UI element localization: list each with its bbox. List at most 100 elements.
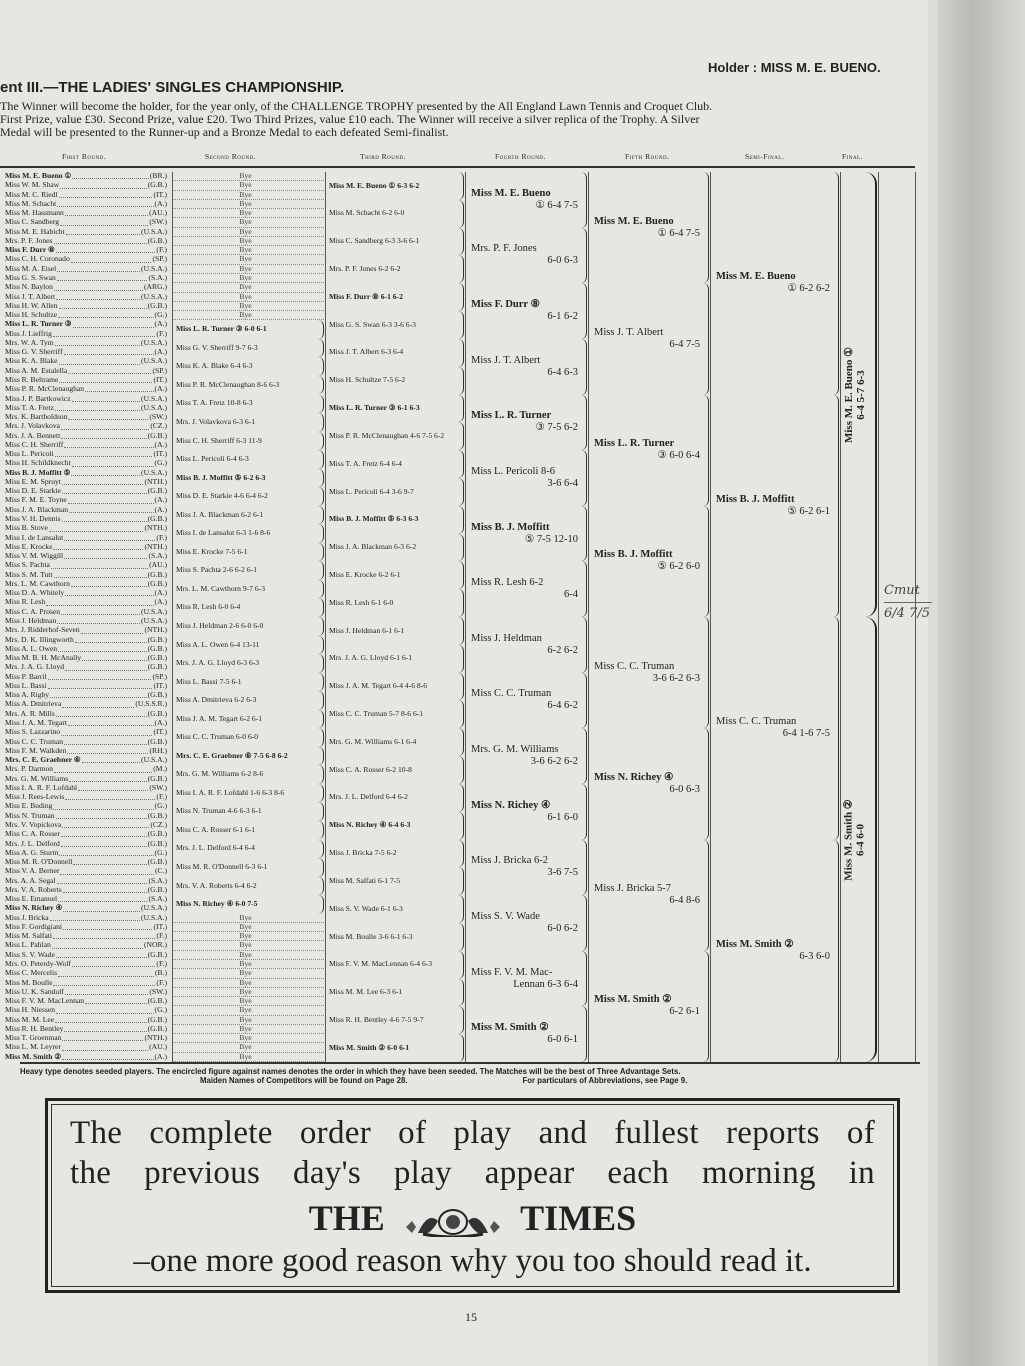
fifth-round-entry: Miss L. R. Turner ③ 6-0 6-4 bbox=[589, 394, 709, 506]
player-country: (G.B.) bbox=[147, 431, 167, 440]
leader-dots bbox=[58, 969, 154, 977]
page-edge bbox=[938, 0, 1025, 1366]
player-country: (SP.) bbox=[152, 672, 167, 681]
holder-line: Holder : MISS M. E. BUENO. bbox=[708, 60, 881, 75]
player-name: Miss H. Niessen bbox=[5, 1006, 55, 1015]
first-round-entry: Miss F. M. E. Toyne (A.) bbox=[1, 496, 171, 505]
bye-label: Bye bbox=[239, 960, 252, 969]
leader-dots bbox=[85, 997, 147, 1005]
first-round-entry: Mrs. J. A. Bennett (G.B.) bbox=[1, 432, 171, 441]
bye-label: Bye bbox=[239, 978, 252, 987]
first-round-entry: Miss I. A. R. F. Lofdahl (SW.) bbox=[1, 784, 171, 793]
player-name: Miss M. R. O'Donnell bbox=[5, 858, 73, 867]
result-text: Miss D. E. Starkie 4-6 6-4 6-2 bbox=[176, 491, 268, 501]
first-round-entry: Miss R. H. Bentley (G.B.) bbox=[1, 1025, 171, 1034]
leader-dots bbox=[59, 376, 153, 384]
first-round-entry: Miss H. Schultze (G.) bbox=[1, 311, 171, 320]
player-country: (NTH.) bbox=[144, 542, 167, 551]
leader-dots bbox=[51, 941, 143, 949]
leader-dots bbox=[60, 218, 149, 226]
round-column bbox=[325, 172, 466, 1062]
player-country: (U.S.A.) bbox=[141, 607, 167, 616]
winner-name: Mrs. P. F. Jones bbox=[471, 243, 537, 255]
player-country: (NTH.) bbox=[144, 626, 167, 635]
winner-name: Miss C. C. Truman bbox=[594, 660, 675, 672]
fourth-round-entry: Miss L. R. Turner ③ 7-5 6-2 bbox=[466, 394, 587, 451]
round-headings: First Round. Second Round. Third Round. … bbox=[0, 152, 915, 164]
player-name: Miss B. Stove bbox=[5, 524, 48, 533]
heading-semi-final: Semi-Final. bbox=[745, 152, 785, 161]
leader-dots bbox=[65, 228, 141, 235]
bye-entry: Bye bbox=[173, 246, 324, 256]
bye-entry: Bye bbox=[173, 181, 324, 191]
player-name: Miss N. Baylon bbox=[5, 283, 53, 292]
player-name: Miss A. Dmitrieva bbox=[5, 700, 62, 709]
bye-entry: Bye bbox=[173, 311, 324, 321]
result-text: Miss M. M. Lee 6-3 6-1 bbox=[329, 987, 403, 997]
result-text: Miss J. A. Blackman 6-2 6-1 bbox=[176, 509, 264, 519]
player-name: Miss G. V. Sherriff bbox=[5, 348, 63, 357]
winner-name: Miss J. T. Albert bbox=[471, 354, 541, 366]
bye-label: Bye bbox=[239, 273, 252, 282]
result-block: Miss J. Bricka 5-7 6-4 8-6 bbox=[594, 883, 700, 907]
leader-dots bbox=[55, 812, 147, 819]
leader-dots bbox=[64, 209, 149, 217]
player-country: (A.) bbox=[154, 1052, 167, 1061]
result-text: Miss R. Lesh 6-0 6-4 bbox=[176, 602, 241, 612]
result-text: Miss E. Krocke 6-2 6-1 bbox=[329, 569, 401, 579]
result-block: Miss J. T. Albert 6-4 6-3 bbox=[471, 355, 578, 379]
result-text: Mrs. J. A. G. Lloyd 6-3 6-3 bbox=[176, 658, 260, 668]
result-text: Miss L. R. Turner ③ 6-1 6-3 bbox=[329, 403, 420, 413]
third-round-entry: Miss B. J. Moffitt ⑤ 6-3 6-3 bbox=[326, 505, 464, 534]
first-round-entry: Miss A. Dmitrieva (U.S.S.R.) bbox=[1, 700, 171, 709]
bye-entry: Bye bbox=[173, 237, 324, 247]
third-round-entry: Miss M. M. Lee 6-3 6-1 bbox=[326, 978, 464, 1007]
first-round-entry: Miss H. Schildknecht (G.) bbox=[1, 459, 171, 468]
result-block: Miss M. Smith ② 6-2 6-1 bbox=[594, 994, 700, 1018]
match-score: ③ 6-0 6-4 bbox=[657, 450, 700, 462]
match-score: ⑤ 6-2 6-1 bbox=[787, 505, 830, 517]
first-round-entry: Mrs. J. A. G. Lloyd (G.B.) bbox=[1, 663, 171, 672]
first-round-entry: Mrs. L. M. Cawthorn (G.B.) bbox=[1, 580, 171, 589]
first-round-entry: Miss G. V. Sherriff (A.) bbox=[1, 348, 171, 357]
first-round-entry: Miss C. C. Truman (G.B.) bbox=[1, 738, 171, 747]
bye-label: Bye bbox=[239, 283, 252, 292]
leader-dots bbox=[64, 441, 154, 449]
player-name: Miss P. Barril bbox=[5, 672, 47, 681]
result-text: Miss P. R. McClenaughan 8-6 6-3 bbox=[176, 379, 280, 389]
description-line: Medal will be presented to the Runner-up… bbox=[0, 125, 449, 139]
player-name: Miss M. A. Eisel bbox=[5, 264, 57, 273]
first-round-entry: Miss K. A. Blake (U.S.A.) bbox=[1, 357, 171, 366]
third-round-entry: Mrs. G. M. Williams 6-1 6-4 bbox=[326, 728, 464, 757]
match-score: 6-4 bbox=[564, 589, 578, 601]
player-name: Miss M. E. Habicht bbox=[5, 227, 65, 236]
player-name: Miss S. M. Tutt bbox=[5, 570, 53, 579]
match-score: 6-0 6-2 bbox=[547, 922, 578, 934]
result-text: Miss M. E. Bueno ① 6-3 6-2 bbox=[329, 180, 420, 190]
first-round-entry: Miss J. Heldman (U.S.A.) bbox=[1, 617, 171, 626]
player-country: (NTH.) bbox=[144, 477, 167, 486]
first-round-entry: Mrs. A. R. Mills (G.B.) bbox=[1, 710, 171, 719]
semi-final-entry: Miss B. J. Moffitt ⑤ 6-2 6-1 bbox=[711, 394, 839, 617]
winner-name: Miss F. V. M. Mac- bbox=[471, 966, 553, 978]
result-text: Miss J. A. M. Tegart 6-4 4-6 8-6 bbox=[329, 681, 428, 691]
first-round-entry: Miss P. R. McClenaughan (A.) bbox=[1, 385, 171, 394]
bye-entry: Bye bbox=[173, 932, 324, 942]
first-round-entry: Mrs. O. Peterdy-Wolf (F.) bbox=[1, 960, 171, 969]
first-round-entry: Miss H. Niessen (G.) bbox=[1, 1006, 171, 1015]
leader-dots bbox=[70, 580, 147, 588]
winner-name: Miss B. J. Moffitt bbox=[594, 549, 673, 561]
result-text: Miss T. A. Fretz 10-8 6-3 bbox=[176, 398, 253, 408]
leader-dots bbox=[53, 979, 156, 986]
match-score: 6-3 6-0 bbox=[799, 950, 830, 962]
bye-entry: Bye bbox=[173, 218, 324, 228]
player-country: (A.) bbox=[154, 320, 167, 329]
third-round-entry: Mrs. J. A. G. Lloyd 6-1 6-1 bbox=[326, 644, 464, 673]
third-round-entry: Miss L. R. Turner ③ 6-1 6-3 bbox=[326, 394, 464, 423]
second-round-entry: Miss L. Bassi 7-5 6-1 bbox=[173, 672, 324, 692]
player-name: Miss J. Bricka bbox=[5, 913, 49, 922]
player-country: (A.) bbox=[154, 348, 167, 357]
fourth-round-entry: Miss L. Pericoli 8-6 3-6 6-4 bbox=[466, 450, 587, 506]
player-name: Miss E. Buding bbox=[5, 802, 53, 811]
leader-dots bbox=[58, 311, 154, 319]
